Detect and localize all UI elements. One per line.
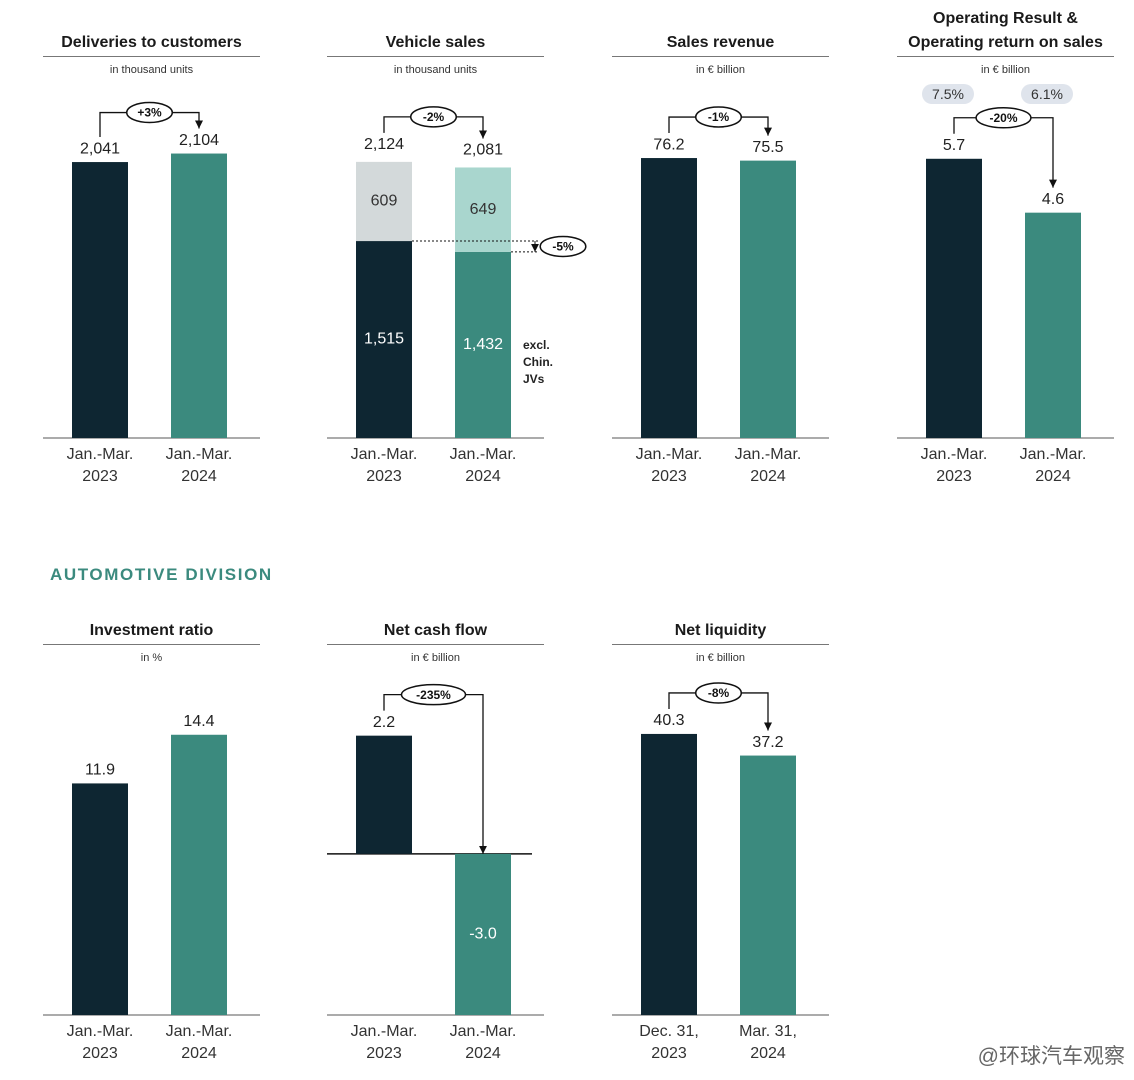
chart-subtitle: in € billion — [696, 652, 745, 664]
x-tick-label: Jan.-Mar. 2023 — [350, 446, 418, 485]
bar-segment — [356, 161, 412, 242]
bar-segment — [356, 241, 412, 438]
change-badge — [539, 235, 587, 258]
x-tick-label: Dec. 31, 2023 — [639, 1023, 699, 1062]
x-tick-label: Jan.-Mar. 2023 — [635, 446, 703, 485]
chart-subtitle: in thousand units — [393, 64, 478, 76]
chart-title: Deliveries to customers — [43, 31, 260, 57]
chart-title: Investment ratio — [43, 619, 260, 645]
change-label: -1% — [708, 110, 730, 124]
value-label: 5.7 — [943, 137, 965, 154]
bar — [1025, 212, 1081, 438]
chart-title: Operating Result & Operating return on s… — [897, 7, 1114, 57]
bar — [356, 735, 412, 854]
chart-subtitle: in thousand units — [109, 64, 194, 76]
total-label: 2,124 — [364, 136, 404, 153]
bar — [641, 733, 697, 1015]
bar — [171, 153, 227, 439]
value-label: 649 — [470, 201, 497, 218]
x-tick-label: Jan.-Mar. 2023 — [66, 1023, 134, 1062]
chart-subtitle: in % — [140, 652, 163, 664]
bar-segment — [455, 167, 511, 252]
x-tick-label: Mar. 31, 2024 — [739, 1023, 797, 1062]
change-badge — [694, 106, 743, 128]
chart-subtitle: in € billion — [981, 64, 1030, 76]
chart-title: Vehicle sales — [327, 31, 544, 57]
value-label: 2,104 — [179, 132, 219, 149]
chart-title: Net cash flow — [327, 619, 544, 645]
watermark: @环球汽车观察 — [977, 1045, 1125, 1068]
value-label: -3.0 — [469, 926, 497, 943]
change-label: -235% — [416, 688, 451, 702]
value-label: 1,515 — [364, 331, 404, 348]
x-tick-label: Jan.-Mar. 2024 — [449, 1023, 517, 1062]
chart-title: Net liquidity — [612, 619, 829, 645]
bar — [926, 158, 982, 439]
change-label: -8% — [708, 686, 730, 700]
change-label: -2% — [423, 110, 445, 124]
value-label: 76.2 — [653, 136, 684, 153]
x-tick-label: Jan.-Mar. 2023 — [920, 446, 988, 485]
value-label: 4.6 — [1042, 191, 1064, 208]
x-tick-label: Jan.-Mar. 2024 — [734, 446, 802, 485]
bar — [641, 158, 697, 438]
change-badge — [409, 106, 458, 128]
change-badge — [125, 101, 174, 124]
return-badge: 6.1% — [1021, 84, 1073, 104]
bar — [72, 162, 128, 438]
value-label: 1,432 — [463, 336, 503, 353]
x-tick-label: Jan.-Mar. 2024 — [165, 1023, 233, 1062]
bar-segment — [455, 251, 511, 438]
return-badge: 7.5% — [922, 84, 974, 104]
change-label: -5% — [552, 240, 574, 254]
change-badge — [400, 683, 467, 706]
x-tick-label: Jan.-Mar. 2023 — [350, 1023, 418, 1062]
x-tick-label: Jan.-Mar. 2024 — [1019, 446, 1087, 485]
bar — [740, 160, 796, 438]
value-label: 2.2 — [373, 714, 395, 731]
x-tick-label: Jan.-Mar. 2024 — [165, 446, 233, 485]
x-tick-label: Jan.-Mar. 2024 — [449, 446, 517, 485]
bar — [171, 734, 227, 1015]
value-label: 11.9 — [85, 762, 115, 779]
change-label: +3% — [137, 106, 162, 120]
value-label: 609 — [371, 193, 398, 210]
value-label: 75.5 — [752, 139, 783, 156]
bar — [72, 783, 128, 1015]
value-label: 40.3 — [653, 712, 684, 729]
value-label: 2,041 — [80, 140, 120, 157]
chart-subtitle: in € billion — [696, 64, 745, 76]
bar — [740, 755, 796, 1015]
value-label: 37.2 — [752, 734, 783, 751]
change-badge — [694, 682, 743, 704]
section-heading: AUTOMOTIVE DIVISION — [50, 565, 273, 584]
chart-subtitle: in € billion — [411, 652, 460, 664]
x-tick-label: Jan.-Mar. 2023 — [66, 446, 134, 485]
chart-title: Sales revenue — [612, 31, 829, 57]
change-badge — [975, 107, 1032, 129]
change-label: -20% — [989, 111, 1017, 125]
value-label: 14.4 — [183, 713, 214, 730]
total-label: 2,081 — [463, 142, 503, 159]
series-label: excl. Chin. JVs — [523, 338, 553, 386]
bar — [455, 853, 511, 1015]
